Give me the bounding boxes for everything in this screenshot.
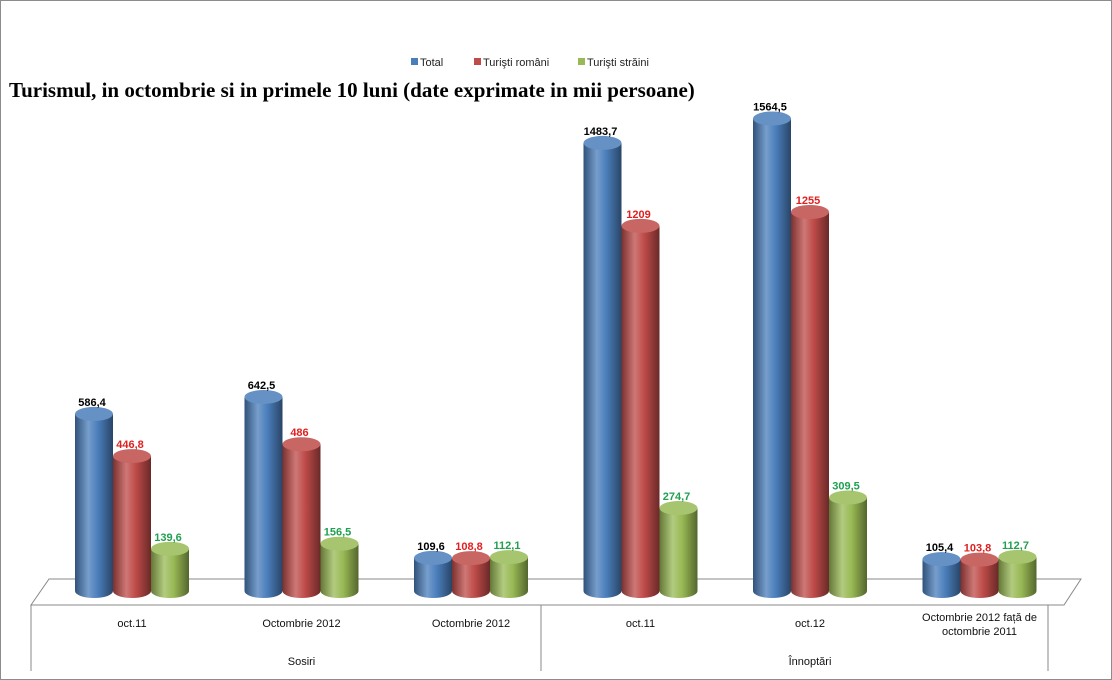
bar xyxy=(320,536,359,599)
legend-swatch xyxy=(578,58,585,65)
category-label: oct.11 xyxy=(626,618,655,630)
category-axis: oct.11 Octombrie 2012 Octombrie 2012 oct.11… xyxy=(30,605,1049,671)
data-label: 112,1 xyxy=(494,540,521,552)
data-label: 112,7 xyxy=(1002,540,1029,552)
bar xyxy=(151,541,189,598)
bar-cap xyxy=(829,490,867,505)
data-label: 586,4 xyxy=(78,397,106,409)
bar-cap xyxy=(490,550,528,565)
data-label: 1564,5 xyxy=(753,102,787,114)
bar-cap xyxy=(753,111,791,126)
data-label: 103,8 xyxy=(964,543,992,555)
bar xyxy=(414,550,452,598)
bar-cap xyxy=(113,449,151,464)
bar-cap xyxy=(320,536,359,551)
legend-label: Turişti străini xyxy=(587,57,649,69)
bar-cap xyxy=(282,437,321,452)
group-label: Sosiri xyxy=(288,656,316,668)
category-label: oct.12 xyxy=(795,618,825,630)
bar-cap xyxy=(244,389,283,404)
bar xyxy=(490,550,528,598)
legend: Total Turişti români Turişti străini xyxy=(411,57,649,69)
category-label: octombrie 2011 xyxy=(942,626,1017,638)
data-label: 1483,7 xyxy=(584,126,618,138)
data-label: 446,8 xyxy=(116,439,144,451)
data-label: 105,4 xyxy=(926,542,954,554)
bar-cap xyxy=(75,406,113,421)
legend-swatch xyxy=(474,58,481,65)
chart-title: Turismul, in octombrie si in primele 10 … xyxy=(9,78,695,102)
data-label: 1255 xyxy=(796,195,820,207)
bar-cap xyxy=(621,218,660,233)
bar-cap xyxy=(922,552,961,567)
bar-cap xyxy=(791,204,829,219)
bar-cap xyxy=(960,552,999,567)
bar xyxy=(282,437,321,599)
category-label: Octombrie 2012 xyxy=(432,618,510,630)
data-label: 1209 xyxy=(626,209,650,221)
legend-label: Total xyxy=(420,57,443,69)
data-label: 486 xyxy=(290,427,308,439)
data-label: 156,5 xyxy=(324,527,352,539)
bar-cap xyxy=(659,501,698,516)
bar xyxy=(113,449,151,598)
bar-cap xyxy=(452,551,490,566)
data-label: 108,8 xyxy=(455,541,483,553)
bar xyxy=(960,552,999,599)
data-label: 274,7 xyxy=(663,491,691,503)
bar xyxy=(583,135,622,599)
category-label: Octombrie 2012 față de xyxy=(922,612,1037,624)
data-label: 109,6 xyxy=(417,541,445,553)
legend-label: Turişti români xyxy=(483,57,549,69)
data-label: 309,5 xyxy=(832,481,860,493)
category-label: Octombrie 2012 xyxy=(262,618,340,630)
bar-cap xyxy=(583,135,622,150)
category-label: oct.11 xyxy=(117,618,146,630)
data-label: 139,6 xyxy=(154,532,182,544)
bar-cap xyxy=(998,549,1037,564)
bar xyxy=(829,490,867,598)
data-label: 642,5 xyxy=(248,380,276,392)
legend-swatch xyxy=(411,58,418,65)
bar xyxy=(452,551,490,598)
bar xyxy=(244,389,283,599)
bar xyxy=(621,218,660,599)
bar xyxy=(998,549,1037,599)
bar-cap xyxy=(151,541,189,556)
bar-cap xyxy=(414,550,452,565)
bar xyxy=(659,501,698,599)
bar xyxy=(75,406,113,598)
group-label: Înnoptări xyxy=(788,655,832,668)
bar xyxy=(753,111,791,599)
bar xyxy=(791,204,829,599)
bar xyxy=(922,552,961,599)
